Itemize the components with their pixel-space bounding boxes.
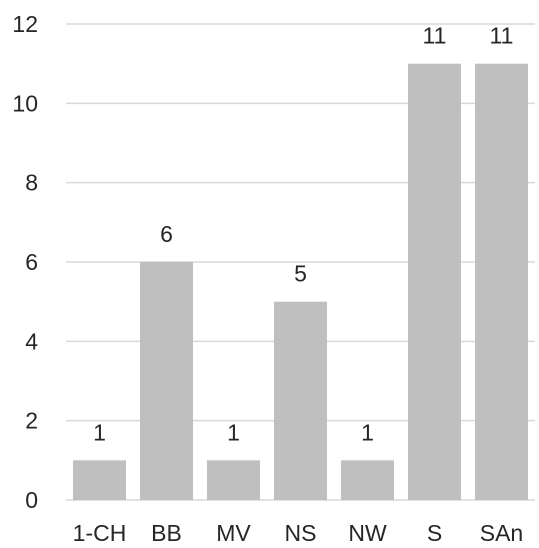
bar-NW (341, 460, 394, 500)
y-tick-label: 10 (12, 90, 38, 116)
data-label-NW: 1 (361, 419, 374, 445)
bar-1-CH (73, 460, 126, 500)
y-tick-label: 8 (25, 170, 38, 196)
x-category-label-NS: NS (285, 520, 317, 546)
y-tick-label: 0 (25, 487, 38, 513)
data-label-S: 11 (423, 23, 447, 49)
data-label-SAn: 11 (490, 23, 514, 49)
x-axis-category-labels: 1-CH BB MV NS NW S SAn (73, 520, 524, 546)
bar-BB (140, 262, 193, 500)
bar-S (408, 63, 461, 501)
x-category-label-1-CH: 1-CH (73, 520, 127, 546)
x-category-label-MV: MV (216, 520, 251, 546)
bar-MV (207, 460, 260, 500)
data-label-BB: 6 (160, 221, 173, 247)
x-category-label-S: S (427, 520, 442, 546)
bar-NS (274, 301, 327, 500)
y-axis-tick-labels: 0 2 4 6 8 10 12 (12, 11, 38, 513)
y-tick-label: 2 (25, 408, 38, 434)
y-tick-label: 12 (12, 11, 38, 37)
data-label-MV: 1 (227, 419, 240, 445)
x-category-label-NW: NW (348, 520, 387, 546)
bars (73, 63, 528, 501)
data-label-1-CH: 1 (93, 419, 106, 445)
x-category-label-SAn: SAn (480, 520, 523, 546)
x-category-label-BB: BB (151, 520, 182, 546)
bar-SAn (475, 63, 528, 501)
y-tick-label: 4 (25, 328, 38, 354)
data-label-NS: 5 (294, 261, 307, 287)
y-tick-label: 6 (25, 249, 38, 275)
